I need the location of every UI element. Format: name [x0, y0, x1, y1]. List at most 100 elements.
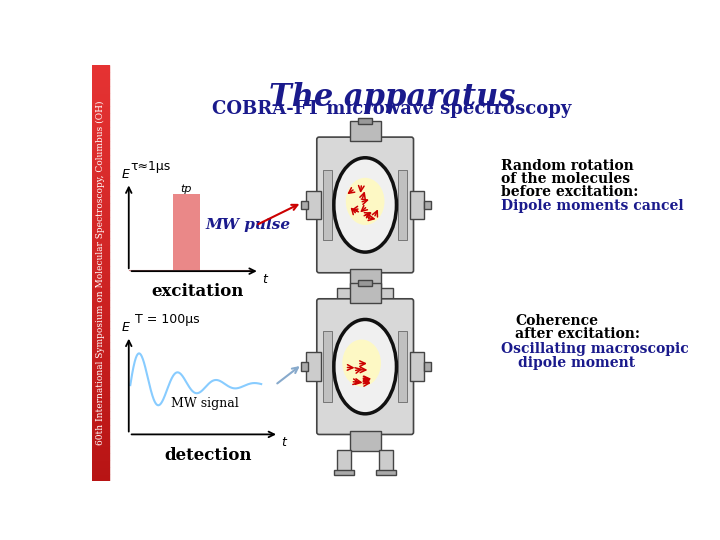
Bar — [92, 72, 109, 79]
Bar — [92, 168, 109, 176]
Bar — [334, 470, 354, 475]
Text: E: E — [122, 321, 130, 334]
Text: dipole moment: dipole moment — [518, 356, 636, 370]
Bar — [92, 204, 109, 211]
Bar — [92, 321, 109, 328]
Bar — [92, 245, 109, 252]
Bar — [410, 191, 424, 219]
Bar — [92, 404, 109, 411]
Bar — [92, 210, 109, 217]
Text: The apparatus: The apparatus — [269, 82, 516, 113]
Bar — [92, 328, 109, 335]
Bar — [379, 288, 394, 309]
Bar — [301, 362, 307, 371]
Bar — [92, 446, 109, 453]
Text: 60th International Symposium on Molecular Spectroscopy, Columbus (OH): 60th International Symposium on Molecula… — [96, 100, 105, 445]
Text: t: t — [282, 436, 286, 449]
Bar — [174, 194, 199, 271]
Bar — [301, 201, 307, 209]
Bar — [92, 113, 109, 120]
Bar — [350, 269, 381, 289]
Bar — [377, 309, 396, 313]
Bar — [92, 411, 109, 418]
Bar — [92, 425, 109, 432]
Bar — [92, 273, 109, 280]
Bar — [410, 353, 424, 381]
Bar — [350, 431, 381, 450]
Bar — [92, 467, 109, 474]
Bar — [92, 349, 109, 356]
Bar — [92, 377, 109, 383]
Bar — [358, 118, 372, 124]
Bar — [350, 283, 381, 302]
Bar — [424, 201, 431, 209]
Text: MW pulse: MW pulse — [206, 218, 291, 232]
Text: detection: detection — [164, 447, 251, 464]
Bar — [92, 65, 109, 72]
Bar — [92, 106, 109, 113]
Text: excitation: excitation — [152, 284, 244, 300]
Bar — [92, 134, 109, 141]
Bar — [92, 390, 109, 397]
Bar — [92, 287, 109, 294]
Bar — [92, 197, 109, 204]
Ellipse shape — [342, 340, 381, 387]
Bar — [323, 331, 332, 402]
Text: t: t — [262, 273, 267, 286]
Bar — [92, 294, 109, 300]
Bar — [92, 224, 109, 231]
Text: tp: tp — [181, 184, 192, 194]
Bar — [92, 418, 109, 425]
Bar — [350, 121, 381, 141]
Bar — [92, 266, 109, 273]
Text: of the molecules: of the molecules — [501, 172, 631, 186]
Bar — [92, 383, 109, 390]
Bar — [92, 217, 109, 224]
Text: MW signal: MW signal — [171, 397, 239, 410]
Text: after excitation:: after excitation: — [516, 327, 640, 341]
Bar — [323, 170, 332, 240]
Bar — [92, 127, 109, 134]
Bar — [377, 470, 396, 475]
Bar — [92, 356, 109, 363]
Bar — [92, 120, 109, 127]
Bar — [92, 439, 109, 446]
Bar — [92, 238, 109, 245]
FancyBboxPatch shape — [317, 299, 413, 435]
Text: τ≈1μs: τ≈1μs — [130, 160, 171, 173]
Ellipse shape — [334, 158, 397, 252]
Bar — [92, 432, 109, 439]
Bar — [337, 288, 351, 309]
Text: E: E — [122, 168, 130, 181]
Bar — [92, 280, 109, 287]
Bar — [92, 79, 109, 85]
Bar — [92, 300, 109, 307]
Bar — [92, 190, 109, 197]
Text: Oscillating macroscopic: Oscillating macroscopic — [501, 342, 689, 356]
Bar — [334, 309, 354, 313]
Bar — [398, 170, 407, 240]
Bar — [379, 450, 394, 471]
Bar — [92, 335, 109, 342]
Bar — [92, 342, 109, 349]
Bar — [92, 231, 109, 238]
Bar — [92, 141, 109, 148]
Bar — [92, 370, 109, 377]
Bar — [92, 474, 109, 481]
Bar — [398, 331, 407, 402]
Bar — [92, 314, 109, 321]
Bar — [92, 92, 109, 99]
Bar — [92, 397, 109, 404]
Bar — [92, 176, 109, 183]
Bar — [358, 280, 372, 286]
Bar — [92, 307, 109, 314]
Bar — [424, 362, 431, 371]
Bar — [306, 353, 320, 381]
Bar — [92, 148, 109, 155]
Bar — [92, 460, 109, 467]
Bar — [92, 259, 109, 266]
Bar — [92, 99, 109, 106]
Bar — [306, 191, 320, 219]
Bar — [92, 183, 109, 190]
Bar — [337, 450, 351, 471]
